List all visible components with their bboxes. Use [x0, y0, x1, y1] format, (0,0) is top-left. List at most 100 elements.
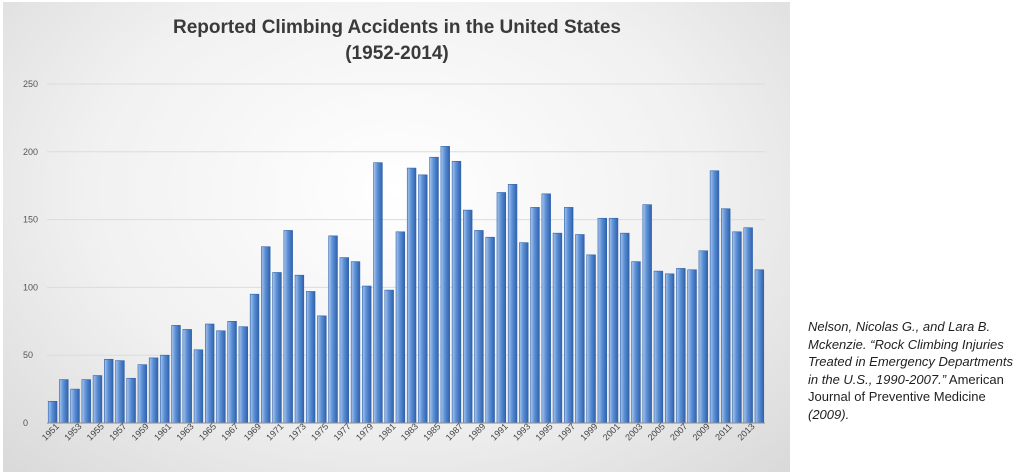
- x-tick-label: 1993: [511, 421, 532, 442]
- bar-1999: [586, 254, 596, 424]
- y-tick-label: 250: [23, 79, 38, 89]
- bar-2004: [642, 204, 652, 424]
- bar-1955: [92, 375, 103, 424]
- bar-2005: [653, 270, 664, 424]
- bar-2014: [754, 269, 765, 424]
- x-tick-label: 1953: [62, 421, 83, 442]
- bar-1989: [474, 230, 484, 424]
- bar-2011: [721, 208, 731, 424]
- bar-1974: [305, 291, 316, 424]
- bar-1968: [238, 326, 249, 424]
- y-axis-ticks: 0 50 100 150 200 250: [23, 79, 38, 428]
- bar-1977: [339, 257, 349, 424]
- x-tick-label: 2003: [623, 421, 644, 442]
- x-tick-label: 1983: [399, 421, 420, 442]
- x-axis-ticks: 1951 1953 1955 1957 1959 1961 1963 1965 1967 1969…: [40, 421, 757, 442]
- bar-1976: [328, 235, 338, 424]
- bar-1988: [463, 209, 473, 424]
- x-tick-label: 1973: [287, 421, 308, 442]
- bar-1951: [47, 401, 58, 424]
- bar-1961: [160, 354, 170, 424]
- bar-1967: [227, 320, 237, 424]
- bar-2012: [732, 231, 742, 424]
- bar-1982: [395, 231, 406, 424]
- bar-1981: [384, 289, 394, 424]
- x-tick-label: 1981: [376, 421, 397, 442]
- x-tick-label: 1997: [556, 421, 577, 442]
- bar-1994: [530, 207, 540, 424]
- bar-1980: [373, 162, 383, 424]
- bar-1972: [283, 230, 293, 424]
- bar-1953: [70, 388, 80, 424]
- bar-1984: [418, 174, 428, 424]
- x-tick-label: 1957: [107, 421, 128, 442]
- citation: Nelson, Nicolas G., and Lara B. Mckenzie…: [808, 318, 1020, 423]
- x-tick-label: 1975: [309, 421, 330, 442]
- y-tick-label: 150: [23, 215, 38, 225]
- x-tick-label: 1985: [421, 421, 442, 442]
- bar-2013: [743, 227, 753, 424]
- bar-1986: [440, 146, 450, 424]
- x-tick-label: 2007: [668, 421, 689, 442]
- bar-2010: [709, 170, 720, 424]
- bar-1959: [137, 364, 148, 424]
- bar-2009: [698, 250, 708, 424]
- chart-panel: Reported Climbing Accidents in the Unite…: [3, 2, 790, 472]
- x-tick-label: 2013: [735, 421, 756, 442]
- x-tick-label: 1989: [466, 421, 487, 442]
- bar-1969: [249, 293, 260, 424]
- bar-1963: [182, 329, 192, 424]
- x-tick-label: 1987: [444, 421, 465, 442]
- x-tick-label: 1977: [332, 421, 353, 442]
- y-tick-label: 100: [23, 282, 38, 292]
- x-tick-label: 1979: [354, 421, 375, 442]
- x-tick-label: 1971: [264, 421, 285, 442]
- bar-2007: [676, 268, 686, 424]
- bar-1962: [171, 325, 181, 424]
- bar-1995: [541, 193, 551, 424]
- bar-1954: [81, 379, 91, 424]
- bar-1964: [193, 349, 204, 424]
- x-tick-label: 1959: [130, 421, 151, 442]
- x-tick-label: 1995: [533, 421, 554, 442]
- bar-1978: [350, 261, 361, 424]
- x-tick-label: 2009: [691, 421, 712, 442]
- bar-1991: [496, 192, 507, 424]
- x-tick-label: 1963: [174, 421, 195, 442]
- bar-2001: [608, 217, 619, 424]
- bar-1966: [216, 330, 226, 424]
- x-tick-label: 1965: [197, 421, 218, 442]
- bar-1998: [575, 234, 585, 424]
- bar-1960: [148, 357, 159, 424]
- bar-2000: [597, 217, 608, 424]
- bar-1970: [261, 246, 271, 424]
- bar-1957: [115, 360, 125, 424]
- x-tick-label: 2011: [713, 421, 734, 442]
- bar-1997: [563, 207, 574, 424]
- bar-1987: [451, 160, 462, 424]
- citation-year: (2009).: [808, 406, 850, 422]
- x-tick-label: 1991: [489, 421, 510, 442]
- bar-1979: [362, 285, 372, 424]
- bar-2002: [620, 232, 630, 424]
- x-tick-label: 1951: [40, 421, 61, 442]
- y-tick-label: 200: [23, 147, 38, 157]
- bar-1965: [204, 323, 215, 424]
- chart-title-line-2: (1952-2014): [345, 43, 449, 64]
- x-tick-label: 1961: [152, 421, 173, 442]
- bar-2008: [687, 269, 697, 424]
- y-tick-label: 0: [23, 418, 28, 428]
- x-tick-label: 2001: [601, 421, 622, 442]
- bar-1983: [406, 167, 417, 424]
- x-tick-label: 1967: [219, 421, 240, 442]
- bar-1956: [104, 358, 114, 424]
- y-tick-label: 50: [23, 350, 33, 360]
- bar-chart: Reported Climbing Accidents in the Unite…: [23, 17, 765, 442]
- bar-1992: [507, 184, 518, 424]
- bar-1973: [294, 274, 305, 424]
- bar-1958: [126, 377, 136, 424]
- x-tick-label: 1999: [578, 421, 599, 442]
- bar-1985: [429, 156, 439, 424]
- bar-2006: [664, 273, 675, 424]
- x-tick-label: 2005: [646, 421, 667, 442]
